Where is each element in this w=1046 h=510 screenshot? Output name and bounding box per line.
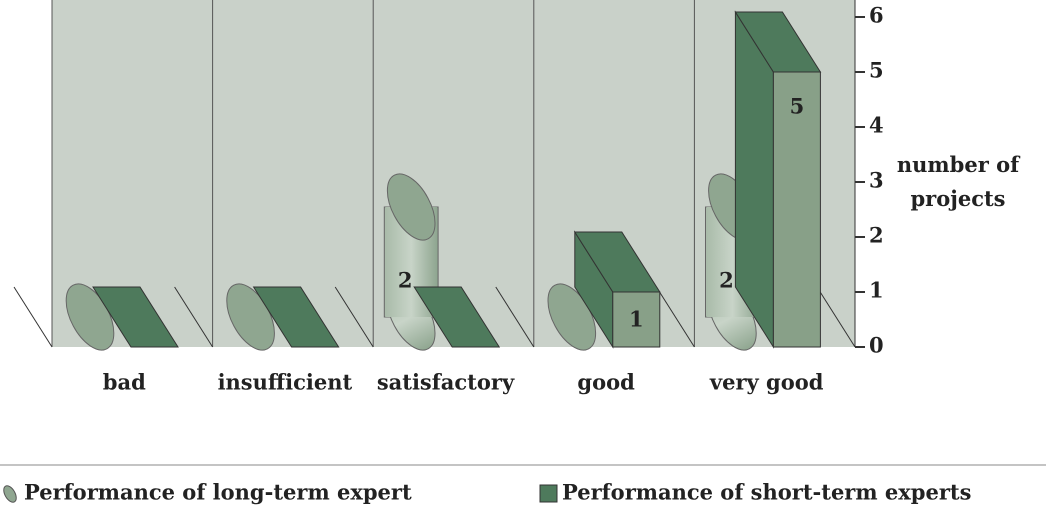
y-tick-label: 1 xyxy=(869,278,884,303)
y-tick-label: 6 xyxy=(869,3,884,28)
x-tick-label: good xyxy=(577,370,635,395)
y-tick-label: 3 xyxy=(869,168,884,193)
x-tick-label: satisfactory xyxy=(377,370,515,395)
legend-label: Performance of short-term experts xyxy=(562,480,971,505)
legend-label: Performance of long-term expert xyxy=(24,480,412,505)
floor-divider xyxy=(334,286,374,348)
box xyxy=(252,286,340,348)
legend-swatch xyxy=(539,484,558,503)
box-front xyxy=(612,291,661,348)
floor-divider xyxy=(174,286,214,348)
y-tick-label: 0 xyxy=(869,333,884,358)
floor-divider xyxy=(13,286,53,348)
y-axis-label: number of projects xyxy=(896,152,1020,211)
data-label: 5 xyxy=(790,94,805,119)
box xyxy=(734,10,822,349)
box-top xyxy=(92,286,179,348)
data-label: 2 xyxy=(719,268,734,293)
cylinder-top xyxy=(386,173,436,241)
floor-divider xyxy=(816,286,856,348)
x-tick-label: bad xyxy=(103,370,146,395)
floor-divider xyxy=(495,286,535,348)
data-label: 1 xyxy=(629,307,644,332)
x-tick-label: very good xyxy=(709,370,824,395)
box-front xyxy=(772,71,821,348)
box-top xyxy=(413,286,501,348)
box xyxy=(573,230,661,349)
y-tick-label: 2 xyxy=(869,223,884,248)
x-tick-label: insufficient xyxy=(218,370,353,395)
legend-swatch xyxy=(3,485,17,503)
box-top xyxy=(573,231,661,293)
box-top xyxy=(252,286,340,348)
box xyxy=(413,286,501,348)
data-label: 2 xyxy=(398,268,413,293)
y-tick-label: 5 xyxy=(869,58,884,83)
box xyxy=(92,286,179,348)
y-tick-label: 4 xyxy=(869,113,884,138)
floor-divider xyxy=(655,286,695,348)
box-top xyxy=(734,11,822,73)
